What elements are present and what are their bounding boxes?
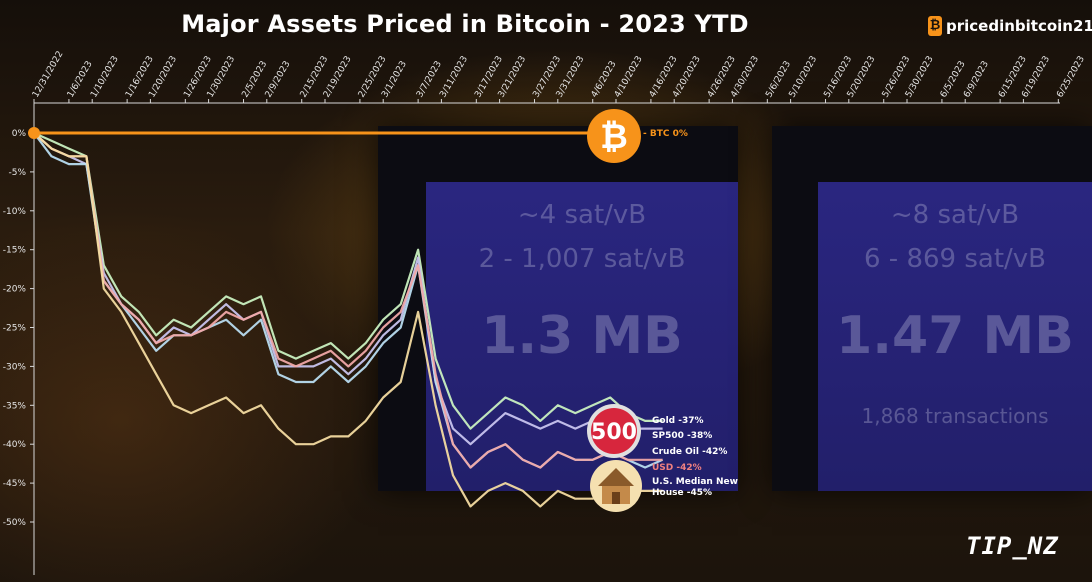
y-tick-label: -40% (3, 440, 27, 450)
mempool-block-left: ~4 sat/vB 2 - 1,007 sat/vB 1.3 MB (378, 126, 738, 491)
sp500-badge-text: 500 (591, 420, 637, 445)
series-line (33, 132, 663, 446)
mempool-block-left-face: ~4 sat/vB 2 - 1,007 sat/vB 1.3 MB (426, 182, 738, 491)
series-line (33, 132, 663, 469)
series-label: SP500 -38% (652, 431, 712, 441)
y-tick-label: -5% (8, 168, 26, 178)
block-fee-range: 6 - 869 sat/vB (864, 244, 1046, 274)
y-tick-label: -10% (3, 207, 27, 217)
watermark: TIP_NZ (966, 532, 1059, 560)
series-label: USD -42% (652, 463, 702, 473)
chart-title: Major Assets Priced in Bitcoin - 2023 YT… (181, 10, 749, 38)
sp500-badge (591, 408, 637, 454)
x-tick-label: 4/10/2023 (613, 55, 645, 100)
block-transactions: 1,868 transactions (861, 404, 1049, 428)
mempool-block-right: ~8 sat/vB 6 - 869 sat/vB 1.47 MB 1,868 t… (772, 126, 1092, 491)
y-tick-label: -50% (3, 518, 27, 528)
y-tick-label: -45% (3, 479, 27, 489)
series-label: U.S. Median New (652, 477, 738, 487)
logo-text: pricedinbitcoin21 (946, 17, 1092, 35)
block-fee-range: 2 - 1,007 sat/vB (478, 244, 686, 274)
y-tick-label: -25% (3, 324, 27, 334)
x-tick-label: 3/11/2023 (438, 55, 470, 100)
series-label: Gold -37% (652, 416, 704, 426)
x-tick-label: 6/25/2023 (1055, 55, 1087, 100)
y-tick-label: -30% (3, 362, 27, 372)
house-roof (598, 468, 634, 486)
logo-mark-icon: ₿ (928, 16, 942, 36)
series-label-btc: - BTC 0% (643, 129, 688, 139)
y-tick-label: -35% (3, 401, 27, 411)
block-fee: ~8 sat/vB (890, 200, 1020, 230)
bitcoin-symbol: ₿ (600, 117, 628, 157)
x-tick-label: 12/31/2022 (31, 50, 66, 100)
mempool-block-right-face: ~8 sat/vB 6 - 869 sat/vB 1.47 MB 1,868 t… (818, 182, 1092, 491)
series-label: Crude Oil -42% (652, 447, 727, 457)
series-line (33, 131, 663, 430)
series-label: House -45% (652, 488, 712, 498)
series-line (33, 132, 663, 508)
x-tick-label: 5/10/2023 (788, 55, 820, 100)
bitcoin-icon (587, 109, 641, 163)
btc-start-point (28, 127, 40, 139)
x-tick-label: 1/10/2023 (89, 55, 121, 100)
y-tick-label: 0% (12, 129, 27, 139)
block-size: 1.3 MB (481, 306, 683, 366)
y-tick-label: -20% (3, 285, 27, 295)
y-tick-label: -15% (3, 246, 27, 256)
series-line (33, 132, 664, 469)
block-size: 1.47 MB (836, 306, 1074, 366)
brand-logo: ₿ pricedinbitcoin21 (928, 16, 1092, 36)
house-door (612, 492, 620, 504)
block-fee: ~4 sat/vB (517, 200, 647, 230)
